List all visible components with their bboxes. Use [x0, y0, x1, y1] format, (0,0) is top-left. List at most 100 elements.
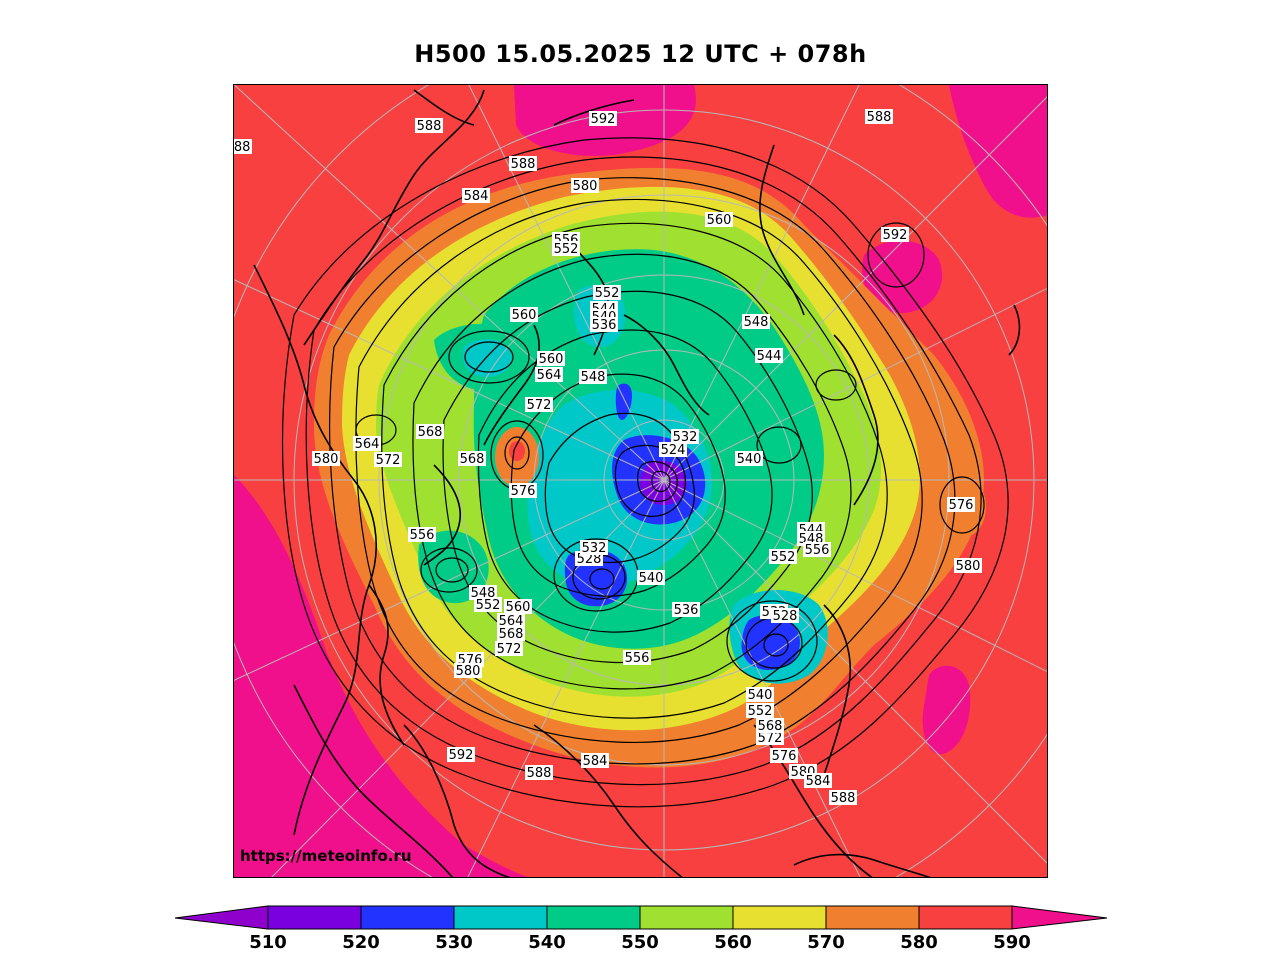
contour-label: 568: [497, 626, 525, 642]
svg-text:584: 584: [464, 189, 489, 204]
contour-label: 576: [509, 483, 537, 499]
svg-text:528: 528: [773, 609, 798, 624]
colorbar-bin: [546, 905, 641, 930]
colorbar-bin: [918, 905, 1013, 930]
svg-text:532: 532: [582, 541, 607, 556]
colorbar-bin: [360, 905, 455, 930]
svg-text:572: 572: [758, 731, 783, 746]
contour-label: 568: [458, 451, 486, 467]
svg-text:544: 544: [757, 349, 782, 364]
svg-text:564: 564: [499, 614, 524, 629]
colorbar: 510 520 530 540 550 560 570 580 590: [170, 900, 1115, 954]
contour-label: 552: [769, 549, 797, 565]
colorbar-tick: 540: [528, 932, 566, 950]
watermark: https://meteoinfo.ru: [240, 847, 412, 865]
svg-text:592: 592: [883, 228, 908, 243]
svg-text:540: 540: [639, 571, 664, 586]
colorbar-bin: [825, 905, 920, 930]
svg-text:568: 568: [758, 719, 783, 734]
svg-text:528: 528: [577, 552, 602, 567]
svg-text:548: 548: [581, 370, 606, 385]
contour-label: 560: [705, 212, 733, 228]
contour-label: 588: [234, 139, 252, 155]
contour-label: 568: [416, 424, 444, 440]
contour-label: 584: [804, 773, 832, 789]
contour-label: 536: [672, 602, 700, 618]
contour-label: 532: [580, 540, 608, 556]
contour-label: 580: [312, 451, 340, 467]
contour-label: 584: [462, 188, 490, 204]
svg-text:564: 564: [355, 437, 380, 452]
svg-text:560: 560: [506, 600, 531, 615]
contour-label: 536: [590, 317, 618, 333]
contour-label: 524: [659, 442, 687, 458]
field-over-590-right-top: [949, 85, 1047, 218]
svg-text:576: 576: [511, 484, 536, 499]
contour-label: 580: [454, 663, 482, 679]
colorbar-tick: 520: [342, 932, 380, 950]
svg-text:580: 580: [573, 179, 598, 194]
svg-text:536: 536: [592, 318, 617, 333]
chart-title: H500 15.05.2025 12 UTC + 078h: [414, 40, 867, 68]
colorbar-bin: [453, 905, 548, 930]
contour-label: 560: [537, 351, 565, 367]
svg-text:560: 560: [539, 352, 564, 367]
contour-label: 580: [954, 558, 982, 574]
contour-label: 552: [593, 285, 621, 301]
contour-label: 568: [756, 718, 784, 734]
svg-text:572: 572: [376, 453, 401, 468]
svg-text:588: 588: [417, 119, 442, 134]
svg-text:568: 568: [499, 627, 524, 642]
colorbar-bin: [639, 905, 734, 930]
contour-label: 540: [746, 687, 774, 703]
contour-label: 552: [474, 597, 502, 613]
colorbar-tick: 590: [993, 932, 1031, 950]
contour-label: 588: [525, 765, 553, 781]
contour-label: 548: [742, 314, 770, 330]
contour-label: 552: [746, 703, 774, 719]
svg-text:552: 552: [554, 242, 579, 257]
contour-label: 576: [947, 497, 975, 513]
contour-label: 540: [735, 451, 763, 467]
field-530-n: [615, 383, 632, 420]
svg-text:584: 584: [806, 774, 831, 789]
contour-label: 588: [865, 109, 893, 125]
field-540-nw: [462, 339, 512, 377]
geopotential-map: 588 592 588 588 588 584 580 560 592 552 …: [233, 84, 1048, 878]
contour-label: 528: [771, 608, 799, 624]
contour-label: 556: [623, 650, 651, 666]
contour-label: 560: [504, 599, 532, 615]
svg-text:548: 548: [744, 315, 769, 330]
contour-label: 556: [803, 542, 831, 558]
field-530-se: [741, 615, 800, 670]
svg-text:588: 588: [234, 140, 250, 155]
contour-label: 552: [552, 241, 580, 257]
svg-text:576: 576: [949, 498, 974, 513]
contour-label: 576: [770, 748, 798, 764]
contour-label: 592: [881, 227, 909, 243]
svg-text:536: 536: [674, 603, 699, 618]
svg-text:552: 552: [771, 550, 796, 565]
colorbar-tick: 580: [900, 932, 938, 950]
svg-text:540: 540: [737, 452, 762, 467]
svg-text:560: 560: [707, 213, 732, 228]
colorbar-bin: [732, 905, 827, 930]
contour-label: 540: [637, 570, 665, 586]
svg-text:592: 592: [449, 748, 474, 763]
svg-text:588: 588: [867, 110, 892, 125]
contour-label: 584: [581, 753, 609, 769]
contour-label: 588: [415, 118, 443, 134]
colorbar-under-arrow: [174, 905, 269, 930]
svg-text:576: 576: [772, 749, 797, 764]
contour-label: 564: [535, 367, 563, 383]
svg-text:588: 588: [511, 157, 536, 172]
contour-label: 572: [525, 397, 553, 413]
svg-text:556: 556: [410, 528, 435, 543]
field-520-pole: [639, 460, 687, 505]
contour-label: 572: [495, 641, 523, 657]
contour-label: 592: [589, 111, 617, 127]
contour-labels: 588 592 588 588 588 584 580 560 592 552 …: [234, 109, 982, 806]
svg-text:568: 568: [460, 452, 485, 467]
svg-text:588: 588: [831, 791, 856, 806]
svg-text:572: 572: [527, 398, 552, 413]
